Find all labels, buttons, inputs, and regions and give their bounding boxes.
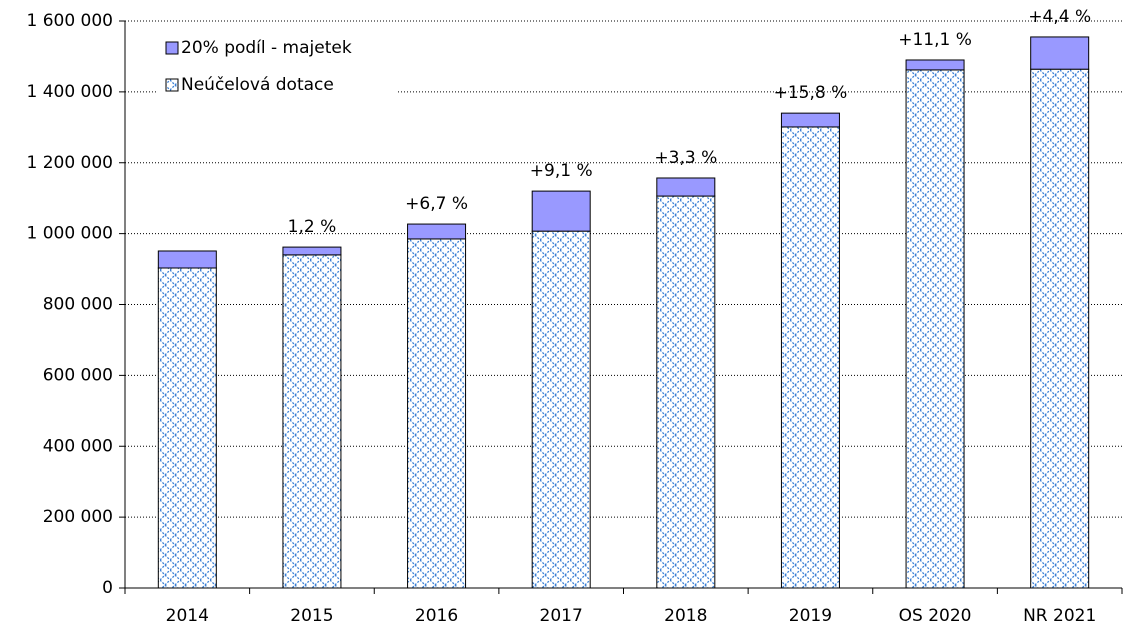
annotation: +6,7 % xyxy=(405,194,468,214)
bar-segment xyxy=(1030,36,1090,70)
x-tick-label: 2015 xyxy=(290,606,333,626)
legend-label: 20% podíl - majetek xyxy=(181,38,352,58)
y-tick-label: 1 600 000 xyxy=(26,11,113,31)
y-tick-label: 600 000 xyxy=(43,365,113,385)
annotation: +4,4 % xyxy=(1028,7,1091,27)
x-tick-label: NR 2021 xyxy=(1023,606,1096,626)
bar-segment xyxy=(656,177,716,197)
legend-label: Neúčelová dotace xyxy=(181,75,334,95)
legend-swatch xyxy=(165,41,179,55)
bar-segment xyxy=(407,223,467,240)
x-tick-label: 2017 xyxy=(540,606,583,626)
x-tick-label: 2019 xyxy=(789,606,832,626)
y-tick-label: 0 xyxy=(102,578,113,598)
legend-box xyxy=(158,30,396,100)
y-tick-label: 1 200 000 xyxy=(26,153,113,173)
y-tick-label: 400 000 xyxy=(43,436,113,456)
x-tick-label: 2014 xyxy=(166,606,209,626)
bar-segment xyxy=(1030,68,1090,589)
annotation: +15,8 % xyxy=(774,83,848,103)
y-tick-label: 200 000 xyxy=(43,507,113,527)
bar-segment xyxy=(157,267,217,589)
bar-segment xyxy=(780,112,840,128)
annotation: 1,2 % xyxy=(288,217,337,237)
bar-segment xyxy=(282,254,342,589)
legend-swatch xyxy=(165,78,179,92)
annotation: +9,1 % xyxy=(530,161,593,181)
annotation: +11,1 % xyxy=(898,30,972,50)
bar-segment xyxy=(531,190,591,232)
x-tick-label: OS 2020 xyxy=(899,606,972,626)
bar-segment xyxy=(780,126,840,589)
x-tick-label: 2018 xyxy=(664,606,707,626)
bar-segment xyxy=(407,238,467,589)
bar-segment xyxy=(531,230,591,589)
bar-segment xyxy=(157,250,217,269)
y-tick-label: 800 000 xyxy=(43,295,113,315)
bar-segment xyxy=(905,69,965,589)
y-tick-label: 1 400 000 xyxy=(26,82,113,102)
annotation: +3,3 % xyxy=(654,148,717,168)
bar-segment xyxy=(282,246,342,256)
y-tick-label: 1 000 000 xyxy=(26,224,113,244)
bar-segment xyxy=(905,59,965,71)
bar-segment xyxy=(656,195,716,589)
x-tick-label: 2016 xyxy=(415,606,458,626)
legend: 20% podíl - majetek Neúčelová dotace xyxy=(158,30,396,100)
